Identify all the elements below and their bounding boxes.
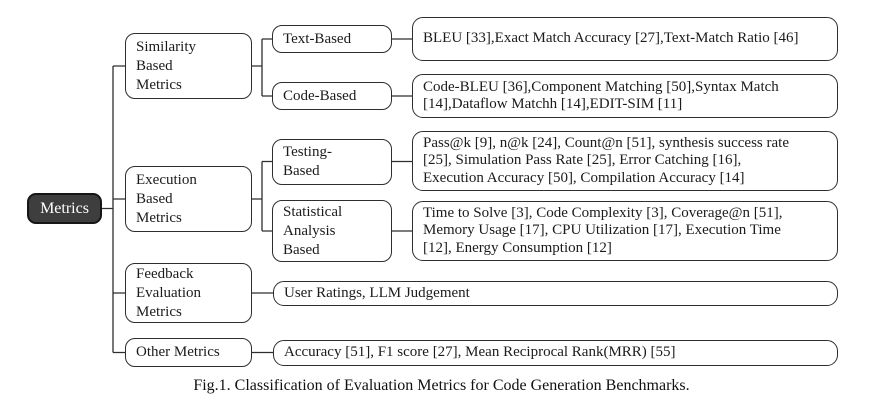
root-label: Metrics	[40, 200, 89, 217]
node-code-based: Code-Based	[272, 82, 392, 110]
node-metrics-root: Metrics	[27, 193, 102, 224]
node-statistical-analysis-based: Statistical Analysis Based	[272, 200, 392, 262]
leaf-feedback-evaluation-metrics: User Ratings, LLM Judgement	[273, 281, 838, 306]
leaf-text: User Ratings, LLM Judgement	[284, 284, 470, 301]
edge-execution-children	[252, 160, 412, 232]
node-similarity-based-metrics: Similarity Based Metrics	[125, 33, 252, 99]
node-testing-based: Testing-Based	[272, 139, 392, 185]
node-text-based: Text-Based	[272, 25, 392, 53]
node-label: Testing-Based	[283, 144, 332, 179]
leaf-code-based-metrics: Code-BLEU [36],Component Matching [50],S…	[412, 74, 838, 118]
node-label: Text-Based	[283, 30, 352, 47]
leaf-statistical-analysis-metrics: Time to Solve [3], Code Complexity [3], …	[412, 201, 838, 261]
node-label: Statistical Analysis Based	[283, 203, 343, 258]
node-other-metrics: Other Metrics	[125, 338, 252, 367]
node-execution-based-metrics: Execution Based Metrics	[125, 166, 252, 232]
leaf-text: Time to Solve [3], Code Complexity [3], …	[423, 204, 783, 256]
leaf-text-based-metrics: BLEU [33],Exact Match Accuracy [27],Text…	[412, 17, 838, 61]
node-label: Other Metrics	[136, 344, 220, 360]
leaf-text: Accuracy [51], F1 score [27], Mean Recip…	[284, 344, 676, 361]
leaf-text: BLEU [33],Exact Match Accuracy [27],Text…	[423, 30, 799, 47]
leaf-testing-based-metrics: Pass@k [9], n@k [24], Count@n [51], synt…	[412, 131, 838, 191]
edge-root-trunk	[102, 65, 125, 354]
node-label: Similarity Based Metrics	[136, 38, 196, 93]
node-feedback-evaluation-metrics: Feedback Evaluation Metrics	[125, 263, 252, 323]
leaf-other-metrics: Accuracy [51], F1 score [27], Mean Recip…	[273, 340, 838, 366]
edge-similarity-children	[252, 38, 412, 97]
leaf-text: Code-BLEU [36],Component Matching [50],S…	[423, 78, 779, 113]
figure-caption: Fig.1. Classification of Evaluation Metr…	[193, 377, 690, 394]
leaf-text: Pass@k [9], n@k [24], Count@n [51], synt…	[423, 134, 789, 186]
node-label: Execution Based Metrics	[136, 171, 197, 226]
node-label: Code-Based	[283, 87, 357, 104]
node-label: Feedback Evaluation Metrics	[136, 265, 201, 320]
